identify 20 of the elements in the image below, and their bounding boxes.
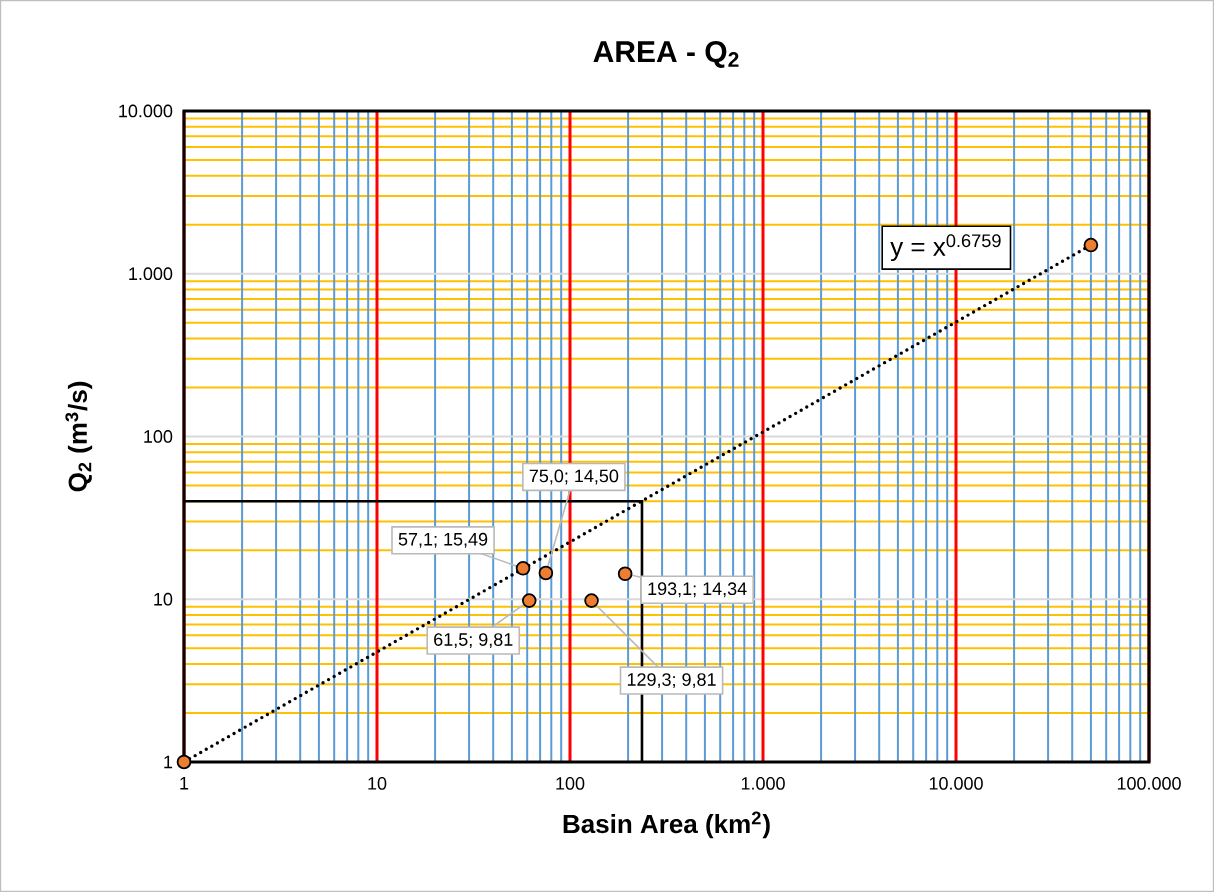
annotation: 129,3; 9,81 xyxy=(627,673,716,689)
x-axis-title: Basin Area (km$^{2}$) xyxy=(563,811,770,839)
annotation: 75,0; 14,50 xyxy=(529,469,619,485)
annotation: 193,1; 14,34 xyxy=(648,582,747,598)
y-tick-label: 1.000 xyxy=(129,267,173,281)
x-tick-label: 10.000 xyxy=(929,777,983,790)
x-tick-label: 100.000 xyxy=(1117,777,1181,790)
y-tick-label: 100 xyxy=(144,430,173,443)
annotation: 57,1; 15,49 xyxy=(398,532,488,548)
y-axis-title: Q$_{2}$ (m$^{3}$/s) xyxy=(65,381,93,492)
annotation: 61,5; 9,81 xyxy=(434,633,513,649)
chart-title: AREA - Q$_{2}$ xyxy=(593,41,739,68)
x-tick-label: 1.000 xyxy=(741,777,785,790)
x-tick-label: 1 xyxy=(180,777,189,790)
y-tick-label: 1 xyxy=(164,755,173,769)
annotation: y = x$^{0.6759}$ xyxy=(890,234,1001,262)
y-tick-label: 10 xyxy=(154,592,173,606)
x-tick-label: 100 xyxy=(556,777,585,790)
y-tick-label: 10.000 xyxy=(119,104,173,118)
x-tick-label: 10 xyxy=(368,777,387,790)
